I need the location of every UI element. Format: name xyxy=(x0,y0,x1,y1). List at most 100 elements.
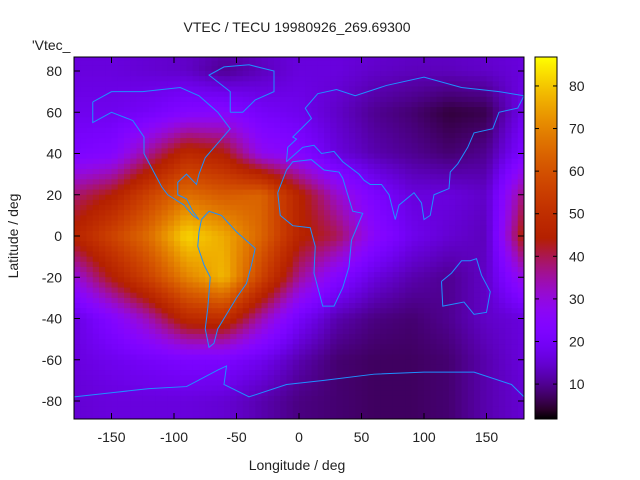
heatmap-cell xyxy=(511,375,519,381)
heatmap-cell xyxy=(461,101,469,108)
heatmap-cell xyxy=(361,390,369,397)
heatmap-cell xyxy=(455,370,462,376)
heatmap-cell xyxy=(105,153,112,160)
heatmap-cell xyxy=(492,297,500,304)
heatmap-cell xyxy=(299,364,306,371)
heatmap-cell xyxy=(155,406,162,412)
heatmap-cell xyxy=(417,168,425,175)
heatmap-cell xyxy=(299,385,306,392)
heatmap-cell xyxy=(211,163,219,170)
heatmap-cell xyxy=(136,163,144,170)
heatmap-cell xyxy=(467,339,475,345)
heatmap-cell xyxy=(405,230,412,237)
heatmap-cell xyxy=(261,76,269,82)
heatmap-cell xyxy=(311,184,319,191)
heatmap-cell xyxy=(255,101,262,108)
heatmap-cell xyxy=(436,241,444,247)
heatmap-cell xyxy=(311,71,319,77)
heatmap-cell xyxy=(399,76,406,82)
heatmap-cell xyxy=(292,313,300,319)
heatmap-cell xyxy=(186,225,194,232)
heatmap-cell xyxy=(249,101,256,108)
heatmap-cell xyxy=(405,205,412,211)
heatmap-cell xyxy=(99,256,106,263)
heatmap-cell xyxy=(492,122,500,129)
heatmap-cell xyxy=(99,101,106,108)
heatmap-cell xyxy=(124,287,131,294)
heatmap-cell xyxy=(124,148,131,154)
heatmap-cell xyxy=(217,168,225,175)
heatmap-cell xyxy=(99,272,106,278)
heatmap-cell xyxy=(167,344,175,350)
heatmap-cell xyxy=(92,333,100,340)
heatmap-cell xyxy=(236,184,244,191)
heatmap-cell xyxy=(442,225,450,232)
heatmap-cell xyxy=(380,194,387,201)
heatmap-cell xyxy=(80,375,87,381)
heatmap-cell xyxy=(267,189,275,196)
heatmap-cell xyxy=(267,179,275,185)
heatmap-cell xyxy=(86,241,94,247)
heatmap-cell xyxy=(317,112,325,118)
heatmap-cell xyxy=(361,313,369,319)
heatmap-cell xyxy=(192,282,200,289)
heatmap-cell xyxy=(430,339,437,345)
heatmap-cell xyxy=(249,112,256,118)
heatmap-cell xyxy=(136,148,144,154)
heatmap-cell xyxy=(486,101,494,108)
heatmap-cell xyxy=(211,158,219,165)
heatmap-cell xyxy=(180,210,187,216)
heatmap-cell xyxy=(505,57,512,62)
heatmap-cell xyxy=(142,292,150,299)
heatmap-cell xyxy=(217,236,225,242)
heatmap-cell xyxy=(461,158,469,165)
heatmap-cell xyxy=(374,344,381,350)
heatmap-cell xyxy=(267,65,275,72)
heatmap-cell xyxy=(211,225,219,232)
heatmap-cell xyxy=(386,292,394,299)
heatmap-cell xyxy=(449,112,456,118)
heatmap-cell xyxy=(117,349,125,356)
heatmap-cell xyxy=(336,344,344,350)
heatmap-cell xyxy=(80,251,87,258)
heatmap-cell xyxy=(330,395,337,402)
heatmap-cell xyxy=(117,60,125,67)
heatmap-cell xyxy=(474,328,481,335)
heatmap-cell xyxy=(174,323,181,330)
heatmap-cell xyxy=(311,107,319,113)
heatmap-cell xyxy=(199,364,206,371)
heatmap-cell xyxy=(80,60,87,67)
heatmap-cell xyxy=(80,287,87,294)
heatmap-cell xyxy=(461,401,469,407)
heatmap-cell xyxy=(317,370,325,376)
heatmap-cell xyxy=(236,297,244,304)
heatmap-cell xyxy=(292,225,300,232)
heatmap-cell xyxy=(455,220,462,227)
heatmap-cell xyxy=(230,375,237,381)
heatmap-cell xyxy=(124,60,131,67)
heatmap-cell xyxy=(280,230,287,237)
heatmap-cell xyxy=(242,236,250,242)
heatmap-cell xyxy=(467,138,475,144)
heatmap-cell xyxy=(180,148,187,154)
heatmap-cell xyxy=(236,215,244,222)
heatmap-cell xyxy=(249,86,256,93)
heatmap-cell xyxy=(86,272,94,278)
heatmap-cell xyxy=(174,50,181,56)
heatmap-cell xyxy=(505,303,512,309)
heatmap-cell xyxy=(486,225,494,232)
heatmap-cell xyxy=(236,333,244,340)
heatmap-cell xyxy=(105,132,112,139)
heatmap-cell xyxy=(380,395,387,402)
heatmap-cell xyxy=(155,117,162,124)
heatmap-cell xyxy=(380,143,387,149)
heatmap-cell xyxy=(317,308,325,314)
heatmap-cell xyxy=(274,313,281,319)
heatmap-cell xyxy=(442,189,450,196)
heatmap-cell xyxy=(486,179,494,185)
heatmap-cell xyxy=(136,241,144,247)
heatmap-cell xyxy=(292,328,300,335)
heatmap-cell xyxy=(80,168,87,175)
heatmap-cell xyxy=(486,375,494,381)
heatmap-cell xyxy=(517,76,524,82)
